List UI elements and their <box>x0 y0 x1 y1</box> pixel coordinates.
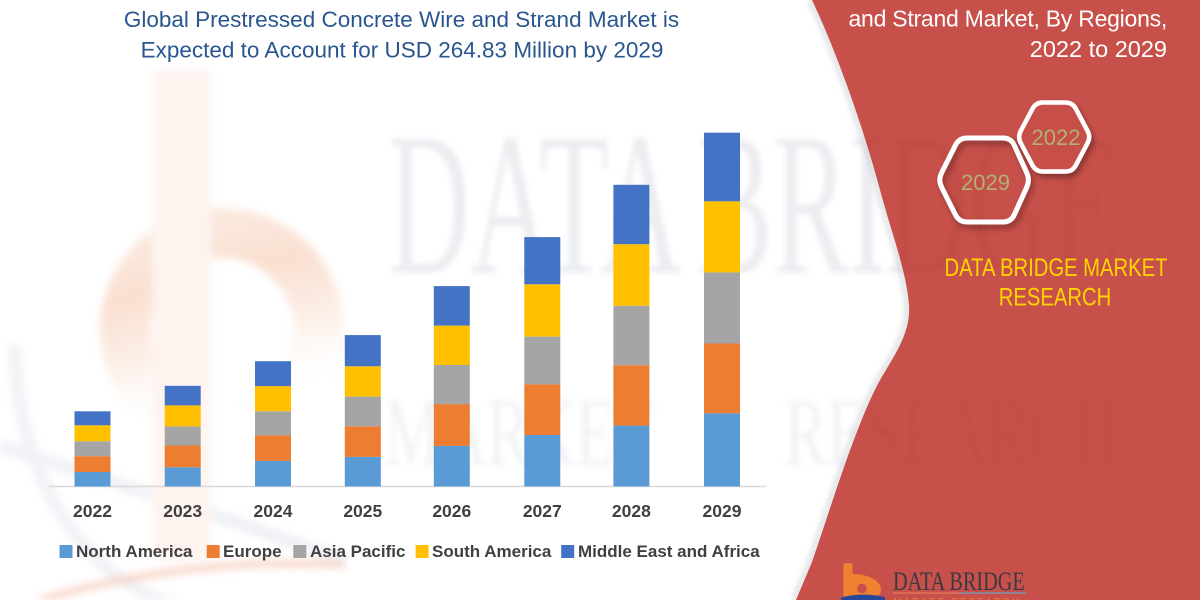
svg-text:2029: 2029 <box>961 170 1010 195</box>
svg-text:2027: 2027 <box>523 501 562 521</box>
svg-text:2028: 2028 <box>612 501 651 521</box>
svg-text:2025: 2025 <box>343 501 382 521</box>
svg-text:2024: 2024 <box>254 501 293 521</box>
svg-text:2023: 2023 <box>163 501 202 521</box>
svg-text:DATA BRIDGE: DATA BRIDGE <box>893 568 1025 597</box>
svg-text:2022 to 2029: 2022 to 2029 <box>1030 36 1167 62</box>
svg-text:2026: 2026 <box>432 501 471 521</box>
svg-text:DATA BRIDGE MARKET: DATA BRIDGE MARKET <box>944 253 1167 282</box>
svg-text:Asia Pacific: Asia Pacific <box>310 542 405 561</box>
svg-text:South America: South America <box>432 542 552 561</box>
svg-text:Global Prestressed Concrete Wi: Global Prestressed Concrete Wire and Str… <box>124 7 679 32</box>
svg-text:2022: 2022 <box>1032 125 1081 150</box>
svg-text:2022: 2022 <box>73 501 112 521</box>
svg-text:MARKET: MARKET <box>384 379 654 486</box>
svg-text:Expected to Account for USD 26: Expected to Account for USD 264.83 Milli… <box>141 37 664 62</box>
svg-text:North America: North America <box>76 542 193 561</box>
svg-text:and Strand Market, By Regions,: and Strand Market, By Regions, <box>849 6 1168 32</box>
svg-text:MARKET RESEARCH: MARKET RESEARCH <box>894 596 1021 600</box>
svg-text:Europe: Europe <box>223 542 282 561</box>
svg-text:Middle East and Africa: Middle East and Africa <box>578 542 760 561</box>
svg-text:RESEARCH: RESEARCH <box>999 282 1111 311</box>
svg-text:2029: 2029 <box>703 501 742 521</box>
